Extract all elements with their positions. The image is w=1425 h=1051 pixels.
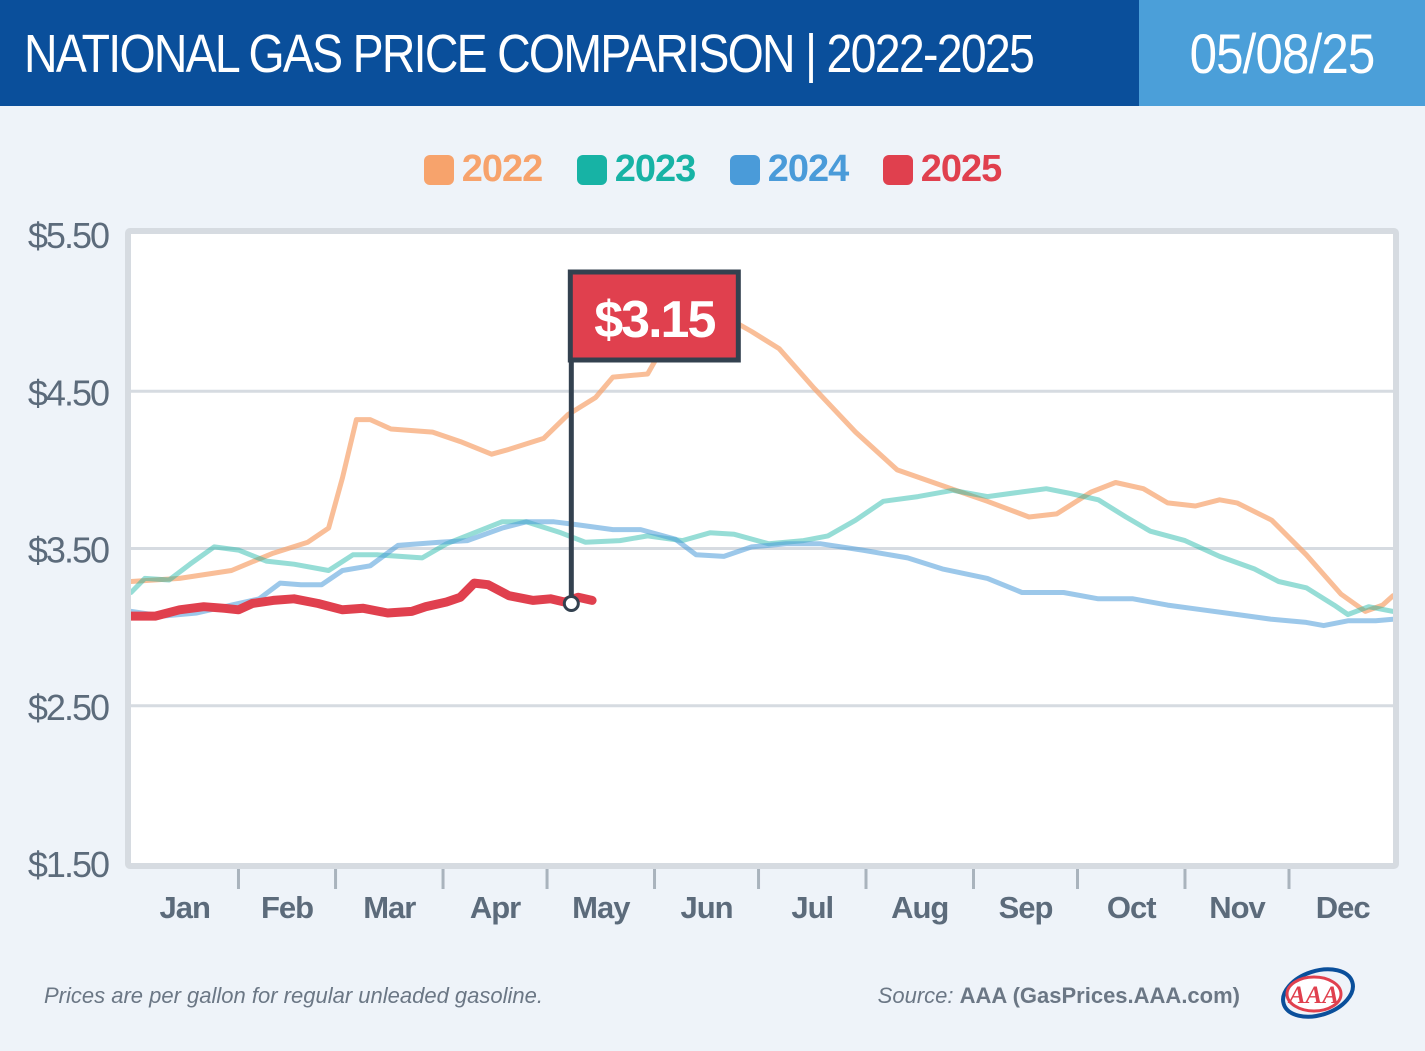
- x-tick-label: Feb: [261, 890, 313, 925]
- series-line-2023: [131, 486, 1393, 617]
- date-label: 05/08/25: [1189, 22, 1376, 85]
- flag-callout: [567, 269, 741, 363]
- series-line-2024: [131, 519, 1393, 629]
- legend-label-2024: 2024: [767, 148, 850, 190]
- page-title: NATIONAL GAS PRICE COMPARISON | 2022-202…: [24, 24, 1035, 84]
- legend-swatch-2025: [882, 154, 913, 185]
- x-tick-label: Jan: [160, 890, 210, 925]
- legend-item-2023: 2023: [576, 148, 697, 191]
- legend-label-2022: 2022: [461, 148, 544, 190]
- logo-text: AAA: [1287, 982, 1339, 1009]
- header-bar: NATIONAL GAS PRICE COMPARISON | 2022-202…: [0, 0, 1425, 106]
- logo-orbit: [1281, 967, 1355, 1019]
- aaa-logo-icon: AAA: [1281, 967, 1355, 1019]
- flag-value-label: $3.15: [594, 291, 715, 349]
- legend-label-2025: 2025: [920, 148, 1003, 190]
- x-tick-label: Jun: [680, 890, 732, 925]
- y-tick-label: $5.50: [28, 215, 109, 256]
- x-tick-label: Oct: [1107, 890, 1156, 925]
- legend-swatch-2023: [576, 154, 607, 185]
- source-value: AAA (GasPrices.AAA.com): [959, 983, 1240, 1008]
- legend-swatch-2022: [423, 154, 454, 185]
- chart-legend: 2022 2023 2024 2025: [0, 148, 1425, 198]
- source-label: Source:: [877, 983, 954, 1008]
- x-tick-label: Mar: [363, 890, 416, 925]
- y-tick-label: $4.50: [28, 372, 109, 413]
- legend-item-2024: 2024: [729, 148, 850, 191]
- series-line-2025: [131, 578, 597, 621]
- legend-swatch-2024: [729, 154, 760, 185]
- date-badge: 05/08/25: [1139, 0, 1425, 106]
- source-credit: Source: AAA (GasPrices.AAA.com): [878, 983, 1240, 1009]
- logo-oval: [1285, 975, 1343, 1013]
- current-point-marker: [562, 595, 580, 613]
- y-tick-label: $2.50: [28, 687, 109, 728]
- x-tick-label: Dec: [1316, 890, 1371, 925]
- x-tick-label: Sep: [999, 890, 1053, 925]
- y-tick-label: $3.50: [28, 530, 109, 571]
- x-tick-label: Apr: [470, 890, 521, 925]
- x-tick-label: Aug: [891, 890, 948, 925]
- x-tick-label: May: [572, 890, 631, 925]
- legend-item-2025: 2025: [882, 148, 1003, 191]
- x-tick-label: Nov: [1209, 890, 1266, 925]
- x-tick-label: Jul: [791, 890, 833, 925]
- y-tick-label: $1.50: [28, 844, 109, 885]
- footnote: Prices are per gallon for regular unlead…: [44, 983, 543, 1008]
- legend-item-2022: 2022: [423, 148, 544, 191]
- legend-label-2023: 2023: [614, 148, 697, 190]
